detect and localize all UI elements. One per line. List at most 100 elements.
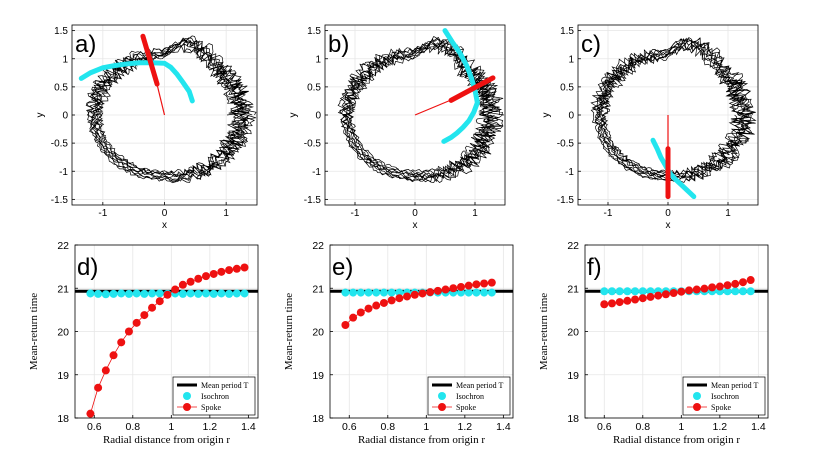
y-tick-label: 22 [57,240,69,252]
spoke-point [341,321,350,330]
y-tick-label: 20 [567,327,579,339]
isochron-point [387,288,396,297]
isochron-point [364,288,373,297]
y-tick-label: 19 [312,370,324,382]
mean-return-panel-f: 0.6 0.8 1 1.2 1.4 18 19 20 21 22 Radial distance f… [538,240,769,446]
spoke-point [124,327,133,336]
y-tick-label: -1.5 [557,195,575,206]
spoke-point [638,294,647,303]
trajectory-path [590,37,757,183]
isochron-point [86,289,95,298]
isochron-point [638,287,647,296]
panel-label: d) [77,254,98,281]
isochron-point [201,289,210,298]
legend-isochron-swatch [183,392,191,400]
x-tick-label: 1.4 [496,421,511,433]
y-tick-label: 19 [567,370,579,382]
x-axis-label: Radial distance from origin r [103,434,230,446]
y-tick-label: -1 [565,167,574,178]
isochron-point [94,289,103,298]
y-axis-label: y [288,113,299,118]
y-tick-label: 21 [312,283,324,295]
isochron-point [178,289,187,298]
panel-label: c) [581,31,601,58]
y-tick-label: -1 [59,167,68,178]
y-tick-label: 0 [315,111,321,122]
isochron-point [646,287,655,296]
y-tick-label: 0.5 [560,82,574,93]
legend-entry: Mean period T [201,381,249,390]
isochron-point [341,288,350,297]
isochron-curve [650,137,697,200]
spoke-point [669,289,678,298]
isochron-point [132,289,141,298]
legend-entry: Spoke [456,403,476,412]
x-axis-label: x [413,220,418,231]
isochron-point [456,288,465,297]
legend-isochron-swatch [693,392,701,400]
spoke-point [600,300,609,309]
isochron-point [487,288,496,297]
spoke-point [109,351,118,360]
y-tick-label: 18 [567,413,579,425]
legend-entry: Spoke [711,403,731,412]
isochron-point [379,288,388,297]
x-tick-label: 0 [162,208,168,219]
spoke-point [356,308,365,317]
y-tick-label: 18 [57,413,69,425]
x-tick-label: 1.2 [713,421,728,433]
spoke-point [163,290,172,299]
x-tick-label: -1 [351,208,360,219]
spoke-point [240,263,249,272]
spoke-point [209,269,218,278]
x-tick-label: 0.6 [87,421,102,433]
spoke-point [487,278,496,287]
isochron-point [101,290,110,299]
isochron-point [372,288,381,297]
phase-panel-c: -1 0 1 -1.5 -1 -0.5 0 0.5 1 1.5 x y c) [541,24,759,231]
x-tick-label: 1 [423,421,429,433]
y-tick-label: 1 [315,54,321,65]
legend: Mean period T Isochron Spoke [172,376,256,416]
spoke-point [155,297,164,306]
isochron-point [738,287,747,296]
panel-label: b) [328,31,349,58]
x-tick-label: 1 [678,421,684,433]
mean-return-panel-d: 0.6 0.8 1 1.2 1.4 18 19 20 21 22 Radial distance f… [28,240,259,446]
y-tick-label: 22 [567,240,579,252]
y-tick-label: 1.5 [307,26,321,37]
spoke-point [685,286,694,295]
isochron-point [217,289,226,298]
spoke-point [654,291,663,300]
legend-isochron-swatch [438,392,446,400]
y-axis-label: Mean-return time [283,293,295,370]
isochron-point [240,289,249,298]
y-tick-label: -1 [312,167,321,178]
panel-label: e) [332,254,353,281]
spoke-point [480,279,489,288]
spoke-point [410,290,419,299]
spoke-point [426,288,435,297]
isochron-point [480,288,489,297]
panel-label: a) [75,31,96,58]
mean-return-panel-e: 0.6 0.8 1 1.2 1.4 18 19 20 21 22 Radial distance f… [283,240,514,446]
spoke-point [372,301,381,310]
y-tick-label: 1 [62,54,68,65]
trajectory-path [337,36,505,183]
isochron-point [607,287,616,296]
y-axis-label: y [35,113,46,118]
isochron-point [615,287,624,296]
x-tick-label: 1.2 [458,421,473,433]
y-tick-label: -0.5 [557,139,575,150]
isochron-point [124,289,133,298]
spoke-point [677,287,686,296]
spoke-point [117,338,126,347]
spoke-point [472,280,481,289]
x-tick-label: 0.8 [380,421,395,433]
spoke-point [140,311,149,320]
legend-entry: Isochron [711,392,739,401]
spoke-point [403,292,412,301]
isochron-point [731,287,740,296]
isochron-point [117,289,126,298]
y-tick-label: 21 [57,283,69,295]
